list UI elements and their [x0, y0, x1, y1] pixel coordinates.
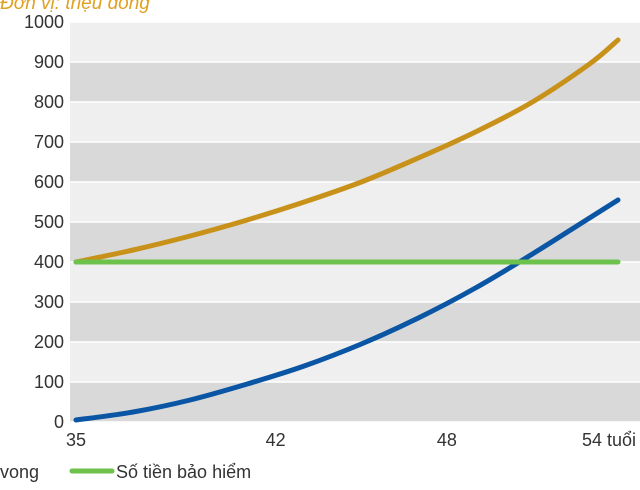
y-tick-label: 200 [34, 332, 64, 352]
series-line-gold [73, 37, 621, 265]
x-tick-label: 35 [66, 430, 86, 450]
y-tick-label: 0 [54, 412, 64, 432]
x-tick-label: 42 [266, 430, 286, 450]
y-tick-label: 700 [34, 132, 64, 152]
plot-band [70, 182, 640, 222]
y-tick-label: 100 [34, 372, 64, 392]
x-axis-ticks: 35 42 48 54 tuổi [66, 430, 636, 450]
y-tick-label: 600 [34, 172, 64, 192]
y-tick-label: 500 [34, 212, 64, 232]
legend: vong Số tiền bảo hiểm [0, 462, 251, 482]
x-tick-label: 48 [437, 430, 457, 450]
plot-band [70, 22, 640, 62]
plot-band [70, 302, 640, 342]
unit-label: Đơn vị: triệu đồng [0, 0, 150, 14]
y-tick-label: 300 [34, 292, 64, 312]
y-axis-ticks: 0 100 200 300 400 500 600 700 800 900 1000 [24, 12, 64, 432]
x-tick-label: 54 tuổi [582, 430, 636, 450]
plot-band [70, 382, 640, 422]
series-line-blue [73, 197, 621, 423]
plot-band [70, 262, 640, 302]
plot-band [70, 142, 640, 182]
y-tick-label: 800 [34, 92, 64, 112]
y-tick-label: 400 [34, 252, 64, 272]
legend-label: Số tiền bảo hiểm [116, 462, 251, 482]
plot-band [70, 102, 640, 142]
legend-label: vong [0, 462, 39, 482]
series-layer [73, 37, 621, 423]
plot-band [70, 62, 640, 102]
y-tick-label: 1000 [24, 12, 64, 32]
y-tick-label: 900 [34, 52, 64, 72]
